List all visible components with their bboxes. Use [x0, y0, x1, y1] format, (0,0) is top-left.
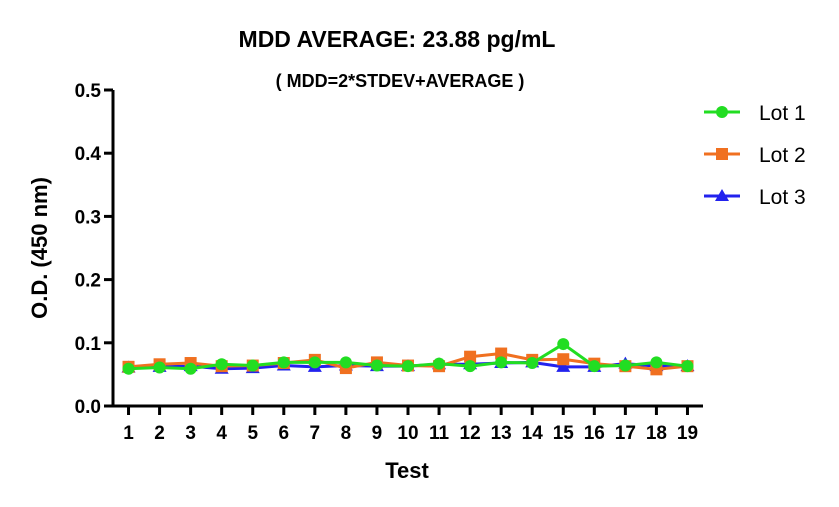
- data-point-lot-1: [495, 356, 508, 369]
- y-tick-label: 0.0: [75, 397, 101, 418]
- chart-title: MDD AVERAGE: 23.88 pg/mL: [239, 26, 556, 52]
- legend-label: Lot 1: [759, 102, 806, 125]
- y-tick-label: 0.4: [75, 144, 102, 165]
- y-axis-title: O.D. (450 nm): [27, 177, 52, 319]
- data-point-lot-1: [370, 359, 383, 372]
- x-tick-label: 15: [553, 423, 575, 444]
- x-tick-label: 5: [247, 423, 258, 444]
- x-tick-label: 2: [154, 423, 165, 444]
- x-tick-label: 14: [522, 423, 544, 444]
- x-tick-label: 9: [372, 423, 383, 444]
- legend-label: Lot 2: [759, 144, 806, 167]
- data-point-lot-1: [681, 360, 694, 373]
- x-tick-label: 8: [341, 423, 352, 444]
- x-tick-label: 1: [123, 423, 134, 444]
- y-tick-label: 0.1: [75, 334, 102, 355]
- legend-item-lot-1: Lot 1: [704, 102, 806, 125]
- data-point-lot-1: [464, 360, 477, 373]
- data-point-lot-3: [556, 359, 571, 372]
- x-tick-label: 19: [677, 423, 698, 444]
- data-point-lot-1: [650, 356, 663, 369]
- x-tick-label: 16: [584, 423, 605, 444]
- data-point-lot-1: [246, 359, 259, 372]
- data-point-lot-1: [557, 338, 570, 351]
- y-tick-label: 0.2: [75, 271, 101, 292]
- data-point-lot-1: [308, 356, 321, 369]
- x-tick-label: 7: [310, 423, 321, 444]
- data-point-lot-1: [122, 362, 135, 375]
- data-point-lot-1: [526, 357, 539, 370]
- legend: Lot 1 Lot 2 Lot 3: [704, 102, 806, 209]
- x-axis-title: Test: [385, 458, 429, 483]
- data-point-lot-1: [184, 362, 197, 375]
- data-point-lot-1: [402, 360, 414, 373]
- data-point-lot-1: [433, 357, 446, 370]
- data-point-lot-1: [588, 360, 601, 373]
- x-tick-label: 17: [615, 423, 636, 444]
- x-tick-label: 11: [429, 423, 450, 444]
- legend-marker: [716, 148, 728, 160]
- chart-subtitle: ( MDD=2*STDEV+AVERAGE ): [276, 71, 525, 91]
- y-tick-label: 0.5: [75, 81, 102, 102]
- x-tick-label: 10: [397, 423, 418, 444]
- legend-label: Lot 3: [759, 186, 806, 209]
- legend-marker: [716, 106, 728, 118]
- data-point-lot-1: [277, 356, 290, 369]
- data-point-lot-1: [215, 358, 228, 371]
- x-tick-label: 3: [185, 423, 196, 444]
- x-tick-label: 4: [216, 423, 227, 444]
- legend-marker: [715, 189, 729, 201]
- x-tick-label: 13: [491, 423, 512, 444]
- data-point-lot-1: [153, 361, 166, 374]
- axes: 0.00.10.20.30.40.51 2 3 4 5 6 7 8 9 10 11 12 13 14 15 1…: [75, 81, 703, 444]
- data-point-lot-2: [495, 347, 508, 360]
- x-tick-label: 12: [460, 423, 481, 444]
- data-point-lot-1: [619, 359, 632, 372]
- y-tick-label: 0.3: [75, 207, 101, 228]
- legend-item-lot-2: Lot 2: [704, 144, 806, 167]
- series-lot-1: [122, 338, 694, 375]
- legend-item-lot-3: Lot 3: [704, 186, 806, 209]
- x-tick-label: 6: [279, 423, 290, 444]
- data-point-lot-2: [557, 353, 570, 366]
- x-tick-label: 18: [646, 423, 667, 444]
- data-point-lot-1: [339, 356, 352, 369]
- data-point-lot-2: [464, 350, 477, 363]
- plot-series: [121, 338, 695, 376]
